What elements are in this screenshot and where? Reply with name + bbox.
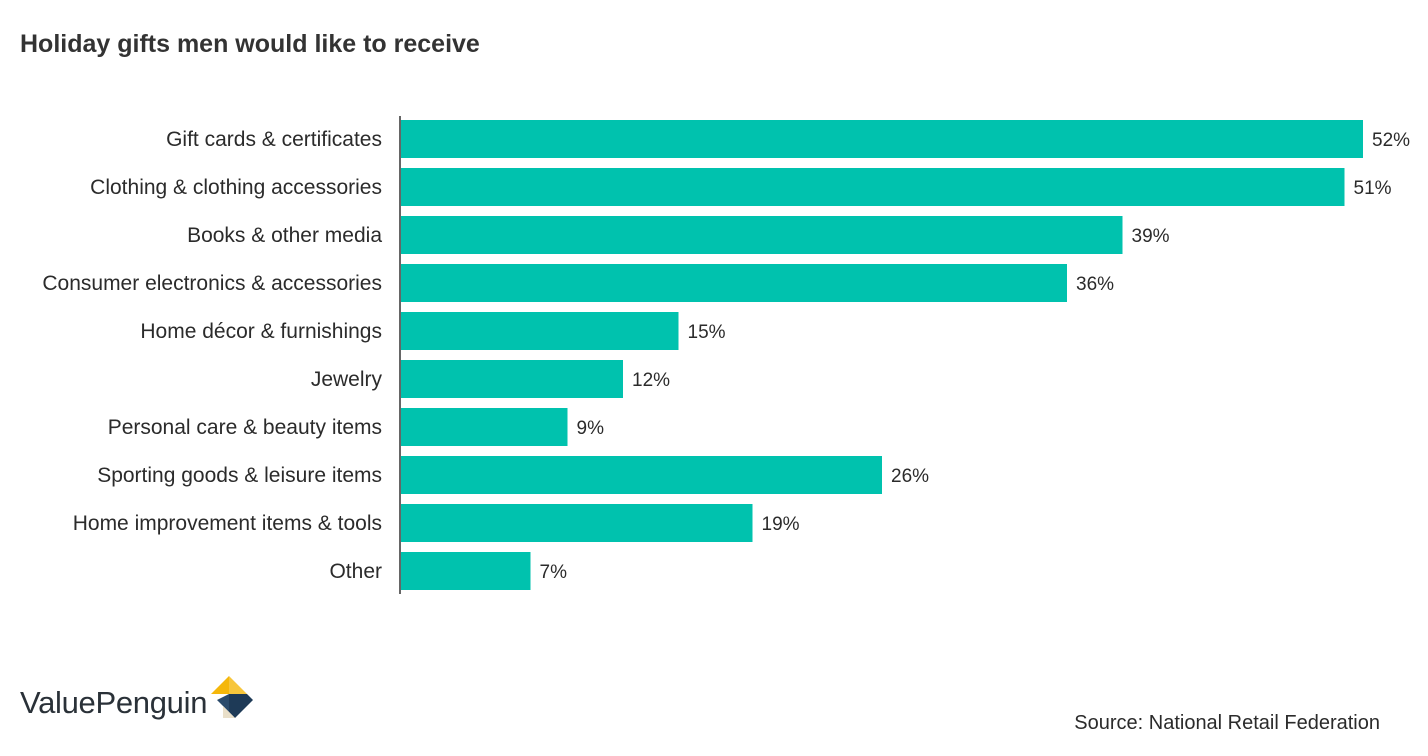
category-label: Sporting goods & leisure items bbox=[97, 464, 382, 487]
value-label: 15% bbox=[688, 322, 726, 343]
category-label: Consumer electronics & accessories bbox=[42, 272, 382, 295]
category-label: Personal care & beauty items bbox=[108, 416, 382, 439]
value-label: 36% bbox=[1076, 274, 1114, 295]
chart-title: Holiday gifts men would like to receive bbox=[20, 30, 480, 58]
valuepenguin-logo-icon bbox=[211, 676, 254, 718]
value-label: 9% bbox=[577, 418, 605, 439]
bar-chart: Gift cards & certificates 52% Clothing & c… bbox=[42, 116, 1410, 594]
bar bbox=[401, 216, 1123, 254]
value-label: 39% bbox=[1132, 226, 1170, 247]
category-label: Home improvement items & tools bbox=[73, 512, 382, 535]
category-label: Home décor & furnishings bbox=[140, 320, 382, 343]
bar bbox=[401, 408, 568, 446]
category-label: Other bbox=[329, 560, 382, 583]
value-label: 7% bbox=[540, 562, 568, 583]
value-label: 12% bbox=[632, 370, 670, 391]
brand-name: ValuePenguin bbox=[20, 685, 208, 720]
bar bbox=[401, 168, 1345, 206]
brand-logo: ValuePenguin bbox=[20, 672, 255, 722]
value-label: 52% bbox=[1372, 130, 1410, 151]
category-label: Jewelry bbox=[311, 368, 383, 391]
bar bbox=[401, 360, 623, 398]
bar bbox=[401, 552, 531, 590]
category-label: Gift cards & certificates bbox=[166, 128, 382, 151]
bar bbox=[401, 456, 882, 494]
bar bbox=[401, 504, 753, 542]
bar bbox=[401, 312, 679, 350]
category-label: Books & other media bbox=[187, 224, 382, 247]
category-label: Clothing & clothing accessories bbox=[90, 176, 382, 199]
value-label: 19% bbox=[762, 514, 800, 535]
value-label: 26% bbox=[891, 466, 929, 487]
value-label: 51% bbox=[1354, 178, 1392, 199]
bar bbox=[401, 120, 1363, 158]
source-note: Source: National Retail Federation bbox=[1074, 712, 1380, 734]
bar bbox=[401, 264, 1067, 302]
